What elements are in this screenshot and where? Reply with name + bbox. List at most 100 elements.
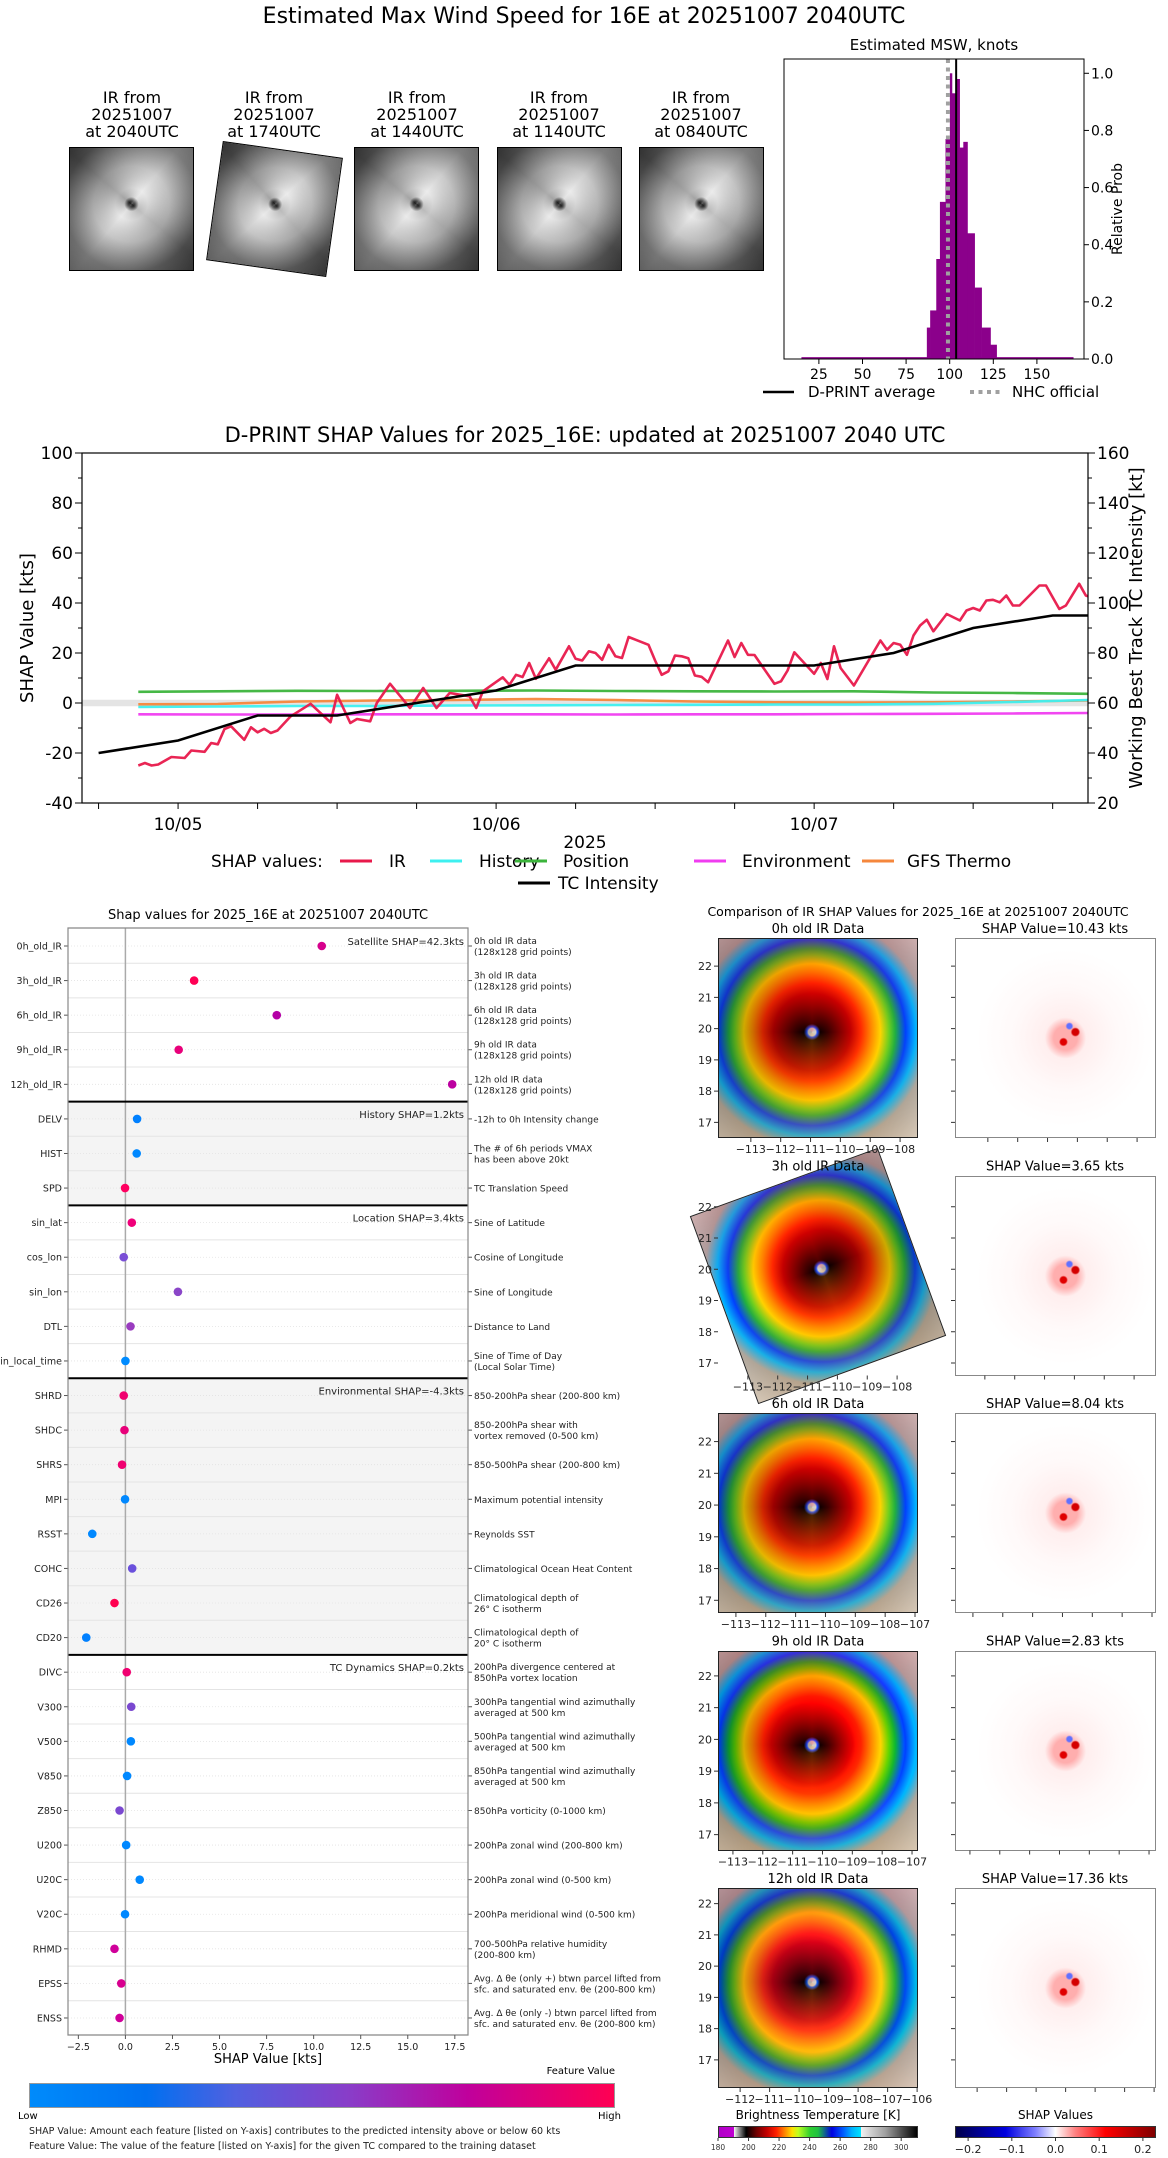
shap-map-6h xyxy=(955,1413,1156,1613)
feature-dot-HIST xyxy=(132,1149,142,1158)
bt-colorbar-tick-label: 220 xyxy=(772,2143,787,2152)
lon-tick-label: −112 xyxy=(763,1381,793,1394)
lat-tick-label: 17 xyxy=(698,1829,712,1842)
y-tick-label: 0 xyxy=(62,694,73,714)
lat-tick-label: 20 xyxy=(698,1960,712,1973)
thumb-time: at 1440UTC xyxy=(370,122,464,141)
lat-tick-label: 19 xyxy=(698,1991,712,2004)
description-line: Distance to Land xyxy=(474,1323,550,1333)
description-line: 500hPa tangential wind azimuthally xyxy=(474,1732,636,1742)
lat-tick-label: 18 xyxy=(698,2023,712,2036)
shap-colorbar-tick-label: −0.1 xyxy=(998,2143,1025,2156)
feature-dot-sin_lat xyxy=(127,1218,137,1227)
lon-tick-label: −109 xyxy=(852,1381,882,1394)
description-line: 20° C isotherm xyxy=(474,1640,542,1650)
feature-description: 0h old IR data (128x128 grid points) xyxy=(474,937,572,958)
feature-label: 3h_old_IR xyxy=(17,976,63,987)
y2-tick-label: 100 xyxy=(1097,594,1129,614)
description-line: Climatological depth of xyxy=(474,1594,579,1604)
histogram-bar xyxy=(990,344,997,359)
description-line: (128x128 grid points) xyxy=(474,1052,572,1062)
y-tick-label: 0.8 xyxy=(1091,123,1113,139)
feature-dot-RSST xyxy=(87,1529,97,1539)
bt-colorbar-tick-label: 180 xyxy=(711,2143,726,2152)
bt-colorbar xyxy=(718,2126,918,2138)
timeseries-y2label: Working Best Track TC Intensity [kt] xyxy=(1126,467,1147,788)
feature-description: 200hPa divergence centered at 850hPa vort… xyxy=(474,1663,616,1684)
description-line: 850hPa vorticity (0-1000 km) xyxy=(474,1807,606,1817)
bt-colorbar-tick-label: 300 xyxy=(894,2143,909,2152)
bt-colorbar-tick-label: 240 xyxy=(802,2143,817,2152)
lon-tick-label: −109 xyxy=(814,2093,844,2106)
histogram-bar xyxy=(981,327,991,359)
series-line-gfs-thermo xyxy=(138,697,1089,706)
description-line: 200hPa zonal wind (200-800 km) xyxy=(474,1842,623,1852)
y-tick-label: 0.4 xyxy=(1091,238,1113,254)
histogram-bar xyxy=(963,141,968,359)
group-annotation: Satellite SHAP=42.3kts xyxy=(348,937,464,948)
feature-label: DELV xyxy=(38,1114,63,1125)
histogram-ylabel: Relative Prob xyxy=(1110,163,1126,255)
feature-value-colorbar xyxy=(29,2083,615,2108)
lat-tick-label: 22 xyxy=(698,1436,712,1449)
x-tick-label: 10.0 xyxy=(303,2042,324,2053)
lat-tick-label: 19 xyxy=(698,1531,712,1544)
shap-map-title: SHAP Value=3.65 kts xyxy=(986,1160,1124,1175)
thumb-date: 20251007 xyxy=(91,105,173,124)
x-tick-label: 100 xyxy=(936,367,963,383)
thumbnail-label: IR from 20251007 at 0840UTC xyxy=(621,89,781,140)
feature-description: 850hPa vorticity (0-1000 km) xyxy=(474,1807,606,1817)
feature-dot-DELV xyxy=(132,1114,142,1124)
shap-map-9h xyxy=(955,1650,1156,1851)
description-line: 850-500hPa shear (200-800 km) xyxy=(474,1461,620,1471)
x-tick-label: 2.5 xyxy=(165,2042,180,2053)
feature-label: SHRD xyxy=(35,1391,62,1402)
description-line: Sine of Longitude xyxy=(474,1288,553,1298)
histogram-bar xyxy=(939,201,946,359)
feature-plot-xlabel: SHAP Value [kts] xyxy=(214,2052,322,2067)
ir-map-title: 12h old IR Data xyxy=(768,1872,869,1887)
feature-description: 850-200hPa shear with vortex removed (0-5… xyxy=(474,1421,598,1442)
lon-tick-label: −111 xyxy=(778,1856,808,1869)
thumb-time: at 2040UTC xyxy=(85,122,179,141)
feature-dot-DIVC xyxy=(122,1667,132,1677)
lat-tick-label: 22 xyxy=(698,1670,712,1683)
legend-label: Position xyxy=(563,852,629,872)
ir-thumbnail-image xyxy=(639,147,764,271)
thumb-line: IR from xyxy=(387,88,447,107)
shap-colorbar xyxy=(955,2126,1156,2138)
feature-dot-EPSS xyxy=(116,1979,126,1988)
shap-colorbar-tick-label: 0.1 xyxy=(1090,2143,1108,2156)
feature-label: U200 xyxy=(37,1841,62,1852)
ir-map-12h xyxy=(718,1888,918,2088)
y2-tick-label: 140 xyxy=(1097,494,1129,514)
lat-tick-label: 18 xyxy=(698,1326,712,1339)
shap-colorbar-tick-label: 0.2 xyxy=(1134,2143,1152,2156)
feature-label: 6h_old_IR xyxy=(17,1011,63,1022)
feature-label: V300 xyxy=(37,1702,62,1713)
feature-description: 850-200hPa shear (200-800 km) xyxy=(474,1392,620,1402)
colorbar-high-label: High xyxy=(598,2111,621,2122)
x-tick-label: 15.0 xyxy=(397,2042,418,2053)
feature-value-label: Feature Value xyxy=(546,2066,615,2077)
x-tick-label: 12.5 xyxy=(350,2042,371,2053)
y-tick-label: 0.6 xyxy=(1091,181,1113,197)
feature-label: V850 xyxy=(37,1771,62,1782)
lon-tick-label: −110 xyxy=(810,1618,840,1631)
x-tick-label: 7.5 xyxy=(259,2042,274,2053)
feature-description: Sine of Longitude xyxy=(474,1288,553,1298)
legend-label: GFS Thermo xyxy=(907,852,1011,872)
description-line: 3h old IR data xyxy=(474,972,537,982)
ir-map-title: 0h old IR Data xyxy=(772,922,865,937)
legend-label: Environment xyxy=(742,852,851,872)
y2-tick-label: 40 xyxy=(1097,744,1119,764)
feature-label: DIVC xyxy=(39,1668,63,1679)
lat-tick-label: 17 xyxy=(698,1116,712,1129)
lon-tick-label: −107 xyxy=(900,1618,930,1631)
thumb-line: IR from xyxy=(671,88,731,107)
lat-tick-label: 19 xyxy=(698,1295,712,1308)
description-line: sfc. and saturated env. θe (200-800 km) xyxy=(474,2020,656,2030)
feature-label: sin_lat xyxy=(31,1218,62,1229)
description-line: 26° C isotherm xyxy=(474,1605,542,1615)
lat-tick-label: 19 xyxy=(698,1765,712,1778)
